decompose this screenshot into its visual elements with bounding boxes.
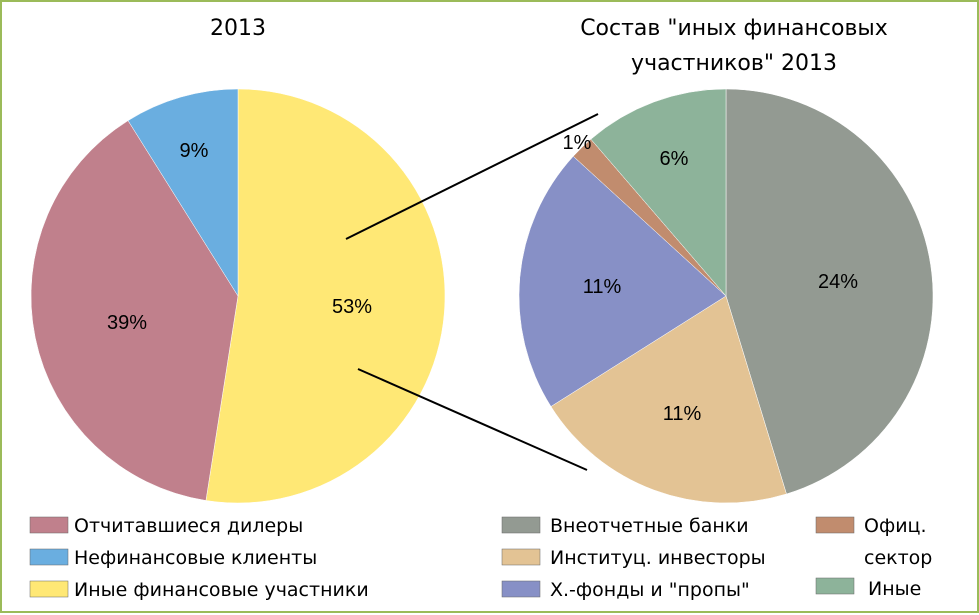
legend-swatch-official-sector (815, 516, 855, 534)
left-pie-label-reporting-dealers: 39% (107, 312, 147, 334)
right-chart-title-line2: участников" 2013 (631, 51, 837, 76)
legend-label-institutional: Институц. инвесторы (550, 547, 766, 569)
right-pie-label-institutional: 11% (663, 403, 702, 425)
legend-label-other-financial: Иные финансовые участники (74, 579, 369, 601)
legend-swatch-hedge-funds (501, 580, 541, 598)
right-pie-label-other: 6% (660, 148, 689, 170)
connector-line-bottom (357, 368, 588, 471)
left-pie-slice-other-financial (205, 88, 446, 504)
legend-swatch-unreported-banks (501, 516, 541, 534)
left-pie: 53% 39% 9% (30, 88, 446, 504)
right-pie-label-official-sector: 1% (563, 132, 592, 154)
left-pie-slice-nonfinancial-clients (127, 88, 239, 297)
legend-label-other: Иные (868, 578, 921, 600)
right-pie-label-hedge-funds: 11% (583, 276, 622, 298)
legend-label-hedge-funds: Х.-фонды и "пропы" (550, 579, 750, 601)
right-pie-slice-institutional (550, 295, 787, 504)
right-chart-title-line1: Состав "иных финансовых (580, 16, 888, 41)
left-chart-title: 2013 (210, 16, 266, 41)
legend-swatch-institutional (501, 548, 541, 566)
right-pie-slice-other (590, 88, 727, 297)
right-pie: 24% 11% 11% 1% 6% (518, 88, 934, 504)
legend-label-reporting-dealers: Отчитавшиеся дилеры (74, 515, 303, 537)
connector-line-top (345, 113, 599, 240)
legend-swatch-nonfinancial-clients (29, 548, 69, 566)
right-pie-slice-unreported-banks (725, 88, 934, 495)
right-pie-slice-hedge-funds (518, 155, 727, 407)
legend-label-official-sector-line2: сектор (864, 547, 932, 569)
legend-swatch-other (815, 577, 855, 595)
legend-label-unreported-banks: Внеотчетные банки (550, 515, 749, 537)
legend-swatch-reporting-dealers (29, 516, 69, 534)
left-pie-label-nonfinancial-clients: 9% (180, 140, 209, 162)
legend-label-official-sector-line1: Офиц. (864, 515, 927, 537)
legend-swatch-other-financial (29, 580, 69, 598)
left-pie-label-other-financial: 53% (332, 296, 372, 318)
right-pie-label-unreported-banks: 24% (818, 271, 858, 293)
legend-label-nonfinancial-clients: Нефинансовые клиенты (74, 547, 317, 569)
left-pie-slice-reporting-dealers (30, 120, 239, 501)
